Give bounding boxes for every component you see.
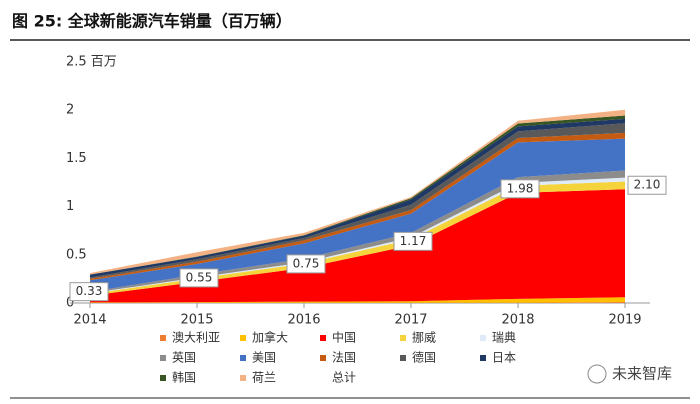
legend-swatch	[240, 335, 246, 341]
total-label-box	[69, 282, 109, 302]
legend-label: 总计	[332, 371, 356, 385]
x-tick-label: 2016	[287, 313, 320, 328]
legend-swatch	[480, 355, 486, 361]
legend-swatch	[240, 355, 246, 361]
total-label: 0.33	[76, 284, 103, 298]
total-label-box	[179, 268, 219, 288]
total-label: 1.17	[400, 234, 427, 248]
area	[90, 302, 625, 303]
total-label-box	[500, 179, 540, 199]
x-tick-label: 2017	[394, 313, 427, 328]
legend-label: 加拿大	[252, 330, 288, 345]
legend-label: 德国	[412, 350, 436, 365]
y-tick-label: 0.5	[66, 247, 87, 262]
legend-swatch	[400, 355, 406, 361]
total-label-box	[393, 231, 433, 251]
total-label: 2.10	[634, 178, 661, 192]
legend-label: 美国	[252, 351, 276, 365]
y-tick-label: 2.5 百万	[66, 55, 117, 70]
watermark: 未来智库	[612, 365, 672, 383]
area	[90, 297, 625, 303]
legend-swatch	[160, 355, 166, 361]
y-tick-label: 2	[66, 103, 74, 118]
x-tick-label: 2014	[73, 313, 106, 328]
watermark-icon	[587, 364, 607, 384]
legend-label: 中国	[332, 330, 356, 345]
total-label: 1.98	[507, 181, 534, 195]
legend-label: 挪威	[412, 331, 436, 345]
total-label-box	[286, 254, 326, 274]
chart-title: 图 25: 全球新能源汽车销量（百万辆）	[12, 12, 292, 31]
total-label: 0.75	[293, 256, 320, 270]
total-label-box	[627, 175, 667, 195]
legend-swatch	[240, 375, 246, 381]
legend-swatch	[320, 335, 326, 341]
legend-swatch	[480, 335, 486, 341]
legend-label: 澳大利亚	[172, 331, 220, 345]
area	[90, 138, 625, 292]
x-tick-label: 2019	[608, 313, 641, 328]
legend-label: 瑞典	[492, 331, 516, 345]
legend-label: 荷兰	[252, 371, 276, 385]
legend-label: 日本	[492, 351, 516, 365]
legend-swatch	[160, 335, 166, 341]
legend-label: 英国	[172, 351, 196, 365]
y-tick-label: 1	[66, 199, 74, 214]
area	[90, 189, 625, 303]
y-tick-label: 1.5	[66, 151, 87, 166]
legend-swatch	[400, 335, 406, 341]
legend-swatch	[320, 355, 326, 361]
legend-label: 韩国	[172, 370, 196, 385]
x-tick-label: 2018	[501, 313, 534, 328]
legend-label: 法国	[332, 351, 356, 365]
total-label: 0.55	[186, 270, 213, 284]
legend-swatch	[160, 375, 166, 381]
x-tick-label: 2015	[180, 313, 213, 328]
